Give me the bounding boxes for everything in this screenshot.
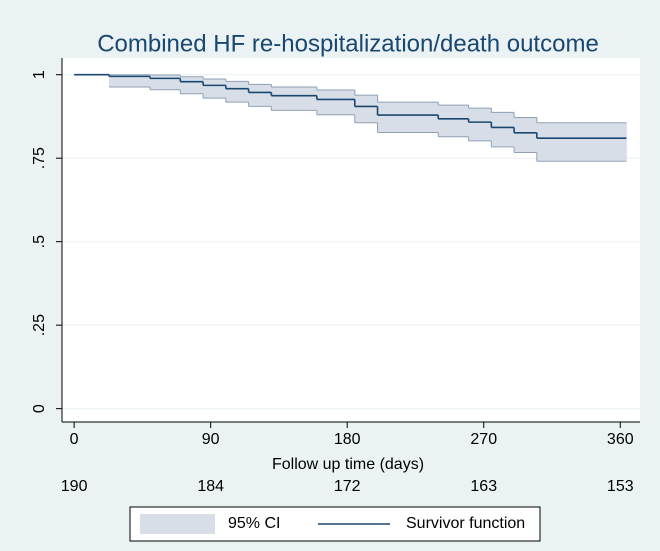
- ci-band: [316, 90, 356, 115]
- ci-band: [514, 117, 538, 153]
- at-risk-label: 153: [607, 478, 634, 495]
- x-tick-label: 180: [334, 431, 361, 448]
- y-tick-label: .5: [31, 235, 48, 248]
- ci-band: [149, 75, 181, 90]
- ci-band: [180, 76, 204, 94]
- x-tick-label: 90: [202, 431, 220, 448]
- chart-title: Combined HF re-hospitalization/death out…: [97, 30, 599, 57]
- y-tick-label: .75: [31, 147, 48, 169]
- ci-band: [271, 87, 318, 111]
- legend-label: Survivor function: [406, 515, 525, 532]
- ci-band: [248, 84, 272, 107]
- ci-band: [109, 74, 151, 88]
- legend-label: 95% CI: [228, 515, 280, 532]
- x-axis-label: Follow up time (days): [272, 456, 424, 473]
- ci-band: [438, 105, 470, 137]
- ci-band: [536, 122, 627, 162]
- y-tick-label: .25: [31, 314, 48, 336]
- ci-band: [377, 102, 439, 133]
- x-tick-label: 270: [470, 431, 497, 448]
- at-risk-label: 184: [197, 478, 224, 495]
- y-tick-label: 1: [31, 70, 48, 79]
- ci-band: [354, 95, 379, 123]
- plot-area: [62, 58, 640, 422]
- at-risk-label: 190: [61, 478, 88, 495]
- ci-band: [491, 112, 515, 147]
- x-tick-label: 360: [607, 431, 634, 448]
- ci-band: [203, 79, 227, 99]
- at-risk-label: 163: [470, 478, 497, 495]
- x-tick-label: 0: [70, 431, 79, 448]
- y-tick-label: 0: [31, 404, 48, 413]
- ci-band: [468, 108, 492, 141]
- ci-band: [225, 81, 250, 103]
- at-risk-label: 172: [334, 478, 361, 495]
- legend-swatch: [140, 514, 215, 534]
